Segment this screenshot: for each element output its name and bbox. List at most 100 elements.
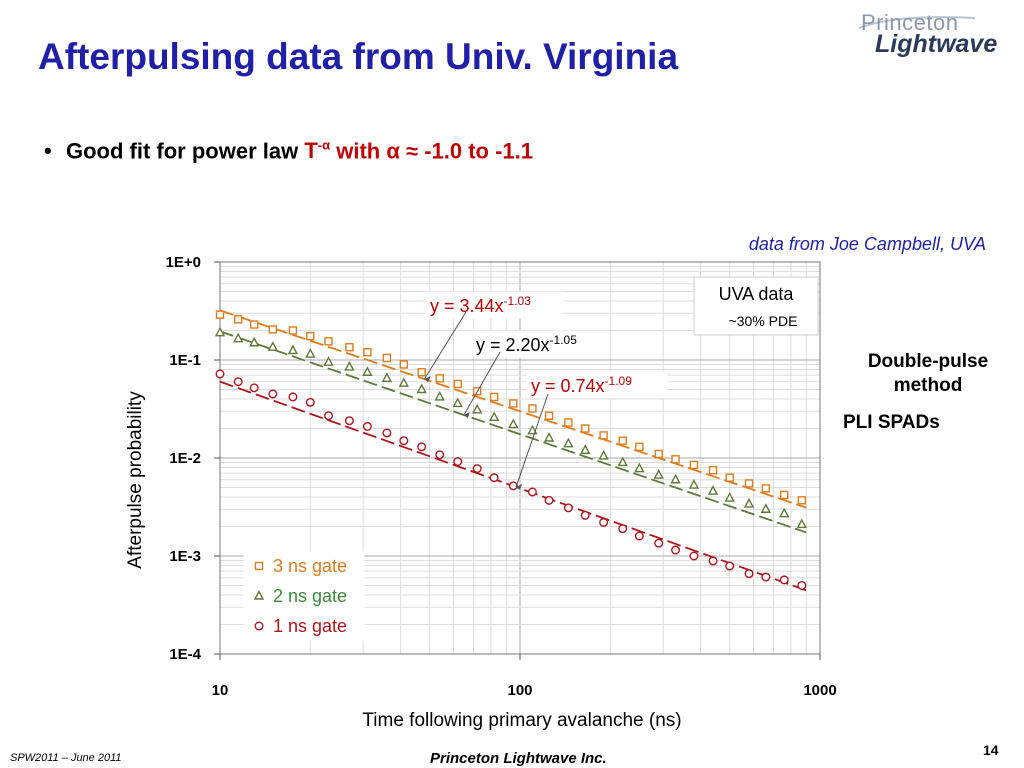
y-axis-label: Afterpulse probability [125,391,146,569]
x-axis-label: Time following primary avalanche (ns) [362,710,681,731]
data-point-square [689,460,699,470]
leader-line [463,351,501,416]
data-point-circle [215,369,225,379]
data-point-triangle [508,418,519,429]
data-point-circle [362,421,372,431]
data-point-square [618,436,627,445]
data-point-circle [233,377,243,387]
data-point-triangle [416,383,427,394]
data-point-triangle [381,372,393,383]
data-point-square [761,484,771,493]
data-point-triangle [688,479,700,489]
data-point-circle [599,517,609,527]
data-point-triangle [323,356,334,366]
legend-marker-circle [254,621,264,631]
data-point-circle [618,524,628,534]
data-point-square [708,466,718,475]
data-point-circle [708,556,718,566]
bullet-text: Good fit for power law [66,138,299,164]
axis-ticks: 10 100 1000 1E+0 1E-1 1E-2 1E-3 1E-4 [166,254,837,699]
data-point-triangle [488,411,500,422]
data-point-circle [305,397,315,407]
data-point-triangle [249,336,260,347]
leader-arrow-icon [516,484,523,491]
data-point-circle [580,510,590,520]
data-point-square [268,325,278,334]
company-logo: Princeton Lightwave [855,8,1023,62]
data-point-circle [508,481,518,491]
data-point-square [249,320,259,329]
uva-data-box [693,276,819,336]
fit-equation-labels: y = 3.44x-1.03 y = 2.20x-1.05 y = 0.74x-1.… [425,291,668,399]
data-point-triangle [543,432,555,442]
data-point-triangle [344,360,355,371]
legend-marker-triangle [253,590,265,600]
fit-leader-lines [423,311,549,491]
data-point-circle [399,436,409,446]
bullet-dot-icon: • [44,138,52,164]
page-number: 14 [983,742,999,758]
uva-data-label: UVA data [719,284,795,304]
data-point-square [363,348,372,357]
data-point-triangle [670,473,681,484]
data-point-triangle [563,437,574,448]
y-tick-label: 1E-4 [169,646,201,663]
data-point-triangle [305,348,316,358]
data-point-square [215,310,225,319]
bullet-with: with [336,138,381,164]
fit-label-background [471,330,609,358]
fit-equation-triangle: y = 2.20x-1.05 [476,333,577,355]
data-point-circle [689,551,699,561]
data-point-square [744,479,754,488]
footer-company: Princeton Lightwave Inc. [430,750,607,767]
fit-equation-square: y = 3.44x-1.03 [430,294,531,316]
side-notes: Double-pulse method PLI SPADs [843,350,1013,434]
fit-label-background [526,371,668,399]
data-point-circle [453,457,463,467]
chart-legend: 3 ns gate 2 ns gate 1 ns gate [253,556,347,636]
leader-arrow-icon [424,376,431,383]
data-point-square [435,374,444,383]
fit-line-triangle [219,330,807,534]
data-point-triangle [796,518,808,529]
data-point-square [306,331,315,341]
x-tick-label: 10 [212,682,229,699]
data-point-square [654,449,663,459]
legend-box [243,551,365,641]
data-point-circle [527,487,537,497]
data-point-triangle [598,449,609,460]
data-point-square [399,360,409,369]
data-points [214,310,808,591]
fit-label-background [425,291,563,319]
logo-swoosh-icon [858,16,976,29]
data-point-square [599,431,608,440]
data-point-triangle [760,503,772,513]
leader-arrow-icon [463,411,470,418]
data-point-square [382,353,392,363]
data-point-square [671,455,680,464]
slide-title: Afterpulsing data from Univ. Virginia [38,36,679,77]
y-tick-label: 1E-1 [169,352,201,369]
data-point-triangle [527,424,538,435]
method-note: Double-pulse method [867,351,989,396]
data-point-triangle [398,377,410,387]
leader-line [515,393,549,488]
data-point-circle [797,581,807,591]
data-point-circle [761,572,771,582]
y-tick-label: 1E-2 [169,450,201,467]
data-point-square [417,368,426,377]
data-point-square [725,473,734,482]
data-point-triangle [434,390,445,401]
legend-marker-square [254,561,264,571]
bullet-exponent: -α [317,138,331,153]
legend-label-circle: 1 ns gate [273,616,347,636]
data-point-circle [489,473,499,483]
x-tick-label: 1000 [803,682,836,699]
data-point-circle [744,569,754,579]
data-point-triangle [472,403,483,414]
data-point-triangle [724,492,735,502]
legend-label-square: 3 ns gate [273,556,347,576]
data-point-circle [417,442,427,452]
bullet-power-law: T-α [304,138,331,164]
data-point-square [345,343,354,352]
